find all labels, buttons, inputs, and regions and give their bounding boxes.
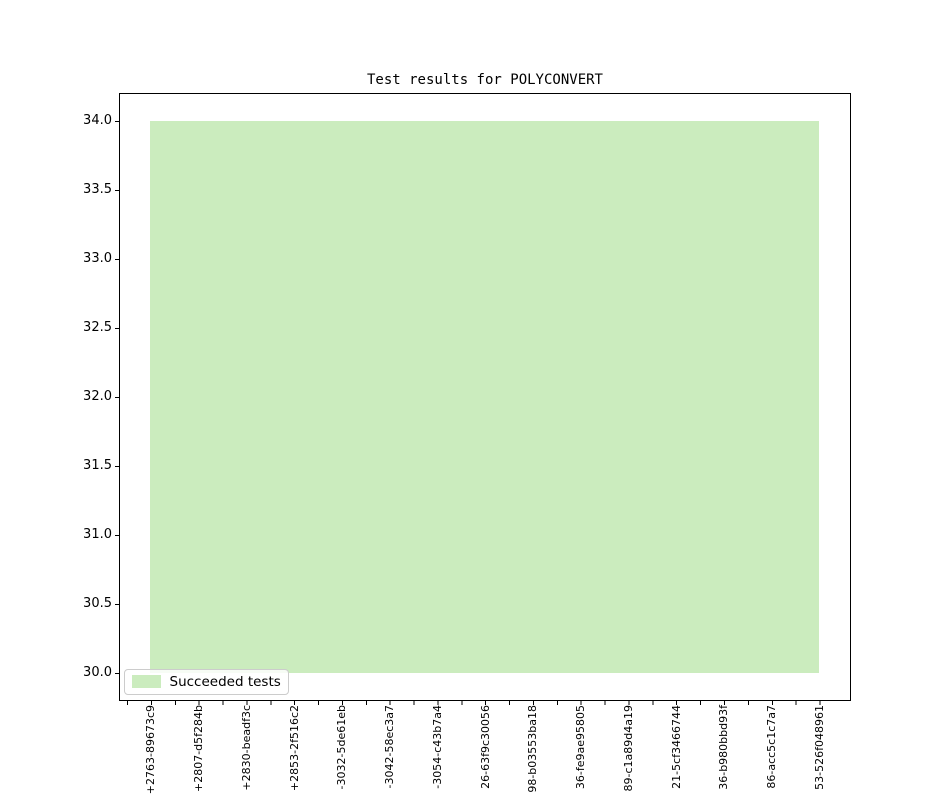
x-tick-label: 21-5cf3466744 (669, 705, 683, 789)
succeeded-tests-bar (150, 121, 819, 673)
chart-title: Test results for POLYCONVERT (366, 72, 603, 88)
y-tick-label: 32.5 (83, 320, 112, 335)
x-tick-label: 89-c1a89d4a19 (621, 705, 635, 792)
x-axis-ticks (126, 701, 821, 705)
x-tick-label: +2763-89673c9 (144, 705, 158, 794)
x-tick-label: -3054-c43b7a4 (430, 705, 444, 789)
x-tick-label: +2807-d5f284b (192, 705, 205, 793)
x-tick-label: -3032-5de61eb (335, 705, 349, 790)
y-tick-label: 33.0 (83, 251, 112, 266)
x-tick-label: 36-fe9ae95805 (574, 705, 587, 790)
legend-swatch-succeeded-tests (131, 675, 161, 688)
y-axis-ticks (115, 121, 119, 675)
x-tick-label: 36-b980bbd93f (717, 705, 731, 790)
x-tick-label: 53-526f048961 (812, 705, 826, 790)
x-tick-label: +2830-beadf3c (239, 705, 253, 791)
x-tick-label: 98-b03553ba18 (526, 705, 540, 793)
x-tick-label: -3042-58ec3a7 (383, 705, 396, 789)
y-tick-label: 31.5 (83, 458, 112, 473)
y-tick-label: 33.5 (83, 182, 112, 197)
x-tick-label: +2853-2f516c2 (287, 705, 301, 792)
y-tick-label: 32.0 (83, 389, 112, 404)
y-tick-label: 31.0 (83, 527, 112, 542)
y-tick-label: 30.0 (83, 665, 112, 680)
x-tick-label: 86-acc5c1c7a7 (765, 705, 778, 789)
legend-label: Succeeded tests (169, 673, 281, 690)
y-tick-label: 34.0 (83, 113, 112, 128)
legend: Succeeded tests (123, 668, 289, 695)
y-tick-label: 30.5 (83, 596, 112, 611)
x-tick-label: 26-63f9c30056 (478, 705, 492, 789)
